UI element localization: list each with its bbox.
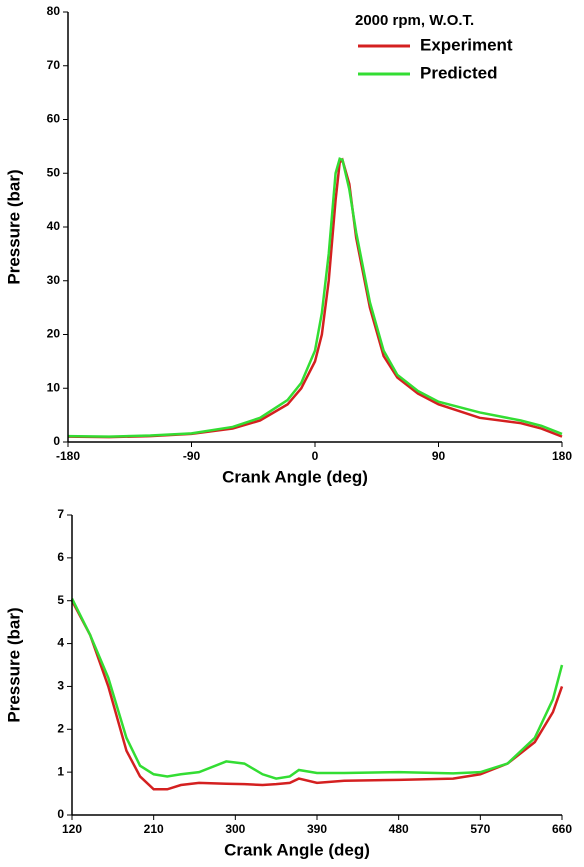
x-axis-label: Crank Angle (deg)	[224, 840, 370, 859]
x-tick-label: 300	[225, 822, 245, 836]
y-tick-label: 2	[57, 721, 64, 735]
x-tick-label: 390	[307, 822, 327, 836]
legend-title: 2000 rpm, W.O.T.	[355, 12, 474, 29]
x-tick-label: 570	[470, 822, 490, 836]
y-tick-label: 0	[53, 434, 60, 448]
y-tick-label: 1	[57, 764, 64, 778]
y-tick-label: 7	[57, 507, 64, 521]
y-tick-label: 0	[57, 807, 64, 821]
data-line	[70, 600, 564, 791]
data-line	[67, 157, 563, 438]
x-tick-label: 180	[552, 449, 572, 463]
x-axis-label: Crank Angle (deg)	[222, 467, 368, 486]
legend-label: Experiment	[420, 35, 513, 54]
y-tick-label: 6	[57, 550, 64, 564]
y-tick-label: 10	[47, 380, 61, 394]
legend-label: Predicted	[420, 63, 497, 82]
y-tick-label: 3	[57, 679, 64, 693]
y-tick-label: 60	[47, 112, 61, 126]
x-tick-label: 660	[552, 822, 572, 836]
data-line	[67, 157, 563, 439]
y-axis-label: Pressure (bar)	[4, 169, 23, 284]
x-tick-label: 210	[144, 822, 164, 836]
y-tick-label: 50	[47, 165, 61, 179]
x-tick-label: 480	[389, 822, 409, 836]
y-tick-label: 5	[57, 593, 64, 607]
y-tick-label: 30	[47, 273, 61, 287]
x-tick-label: 120	[62, 822, 82, 836]
y-tick-label: 80	[47, 4, 61, 18]
x-tick-label: 0	[312, 449, 319, 463]
y-axis-label: Pressure (bar)	[4, 607, 23, 722]
y-tick-label: 40	[47, 219, 61, 233]
data-line	[70, 598, 564, 780]
x-tick-label: -90	[183, 449, 201, 463]
y-tick-label: 4	[57, 636, 64, 650]
x-tick-label: -180	[56, 449, 80, 463]
y-tick-label: 20	[47, 327, 61, 341]
x-tick-label: 90	[432, 449, 446, 463]
y-tick-label: 70	[47, 58, 61, 72]
